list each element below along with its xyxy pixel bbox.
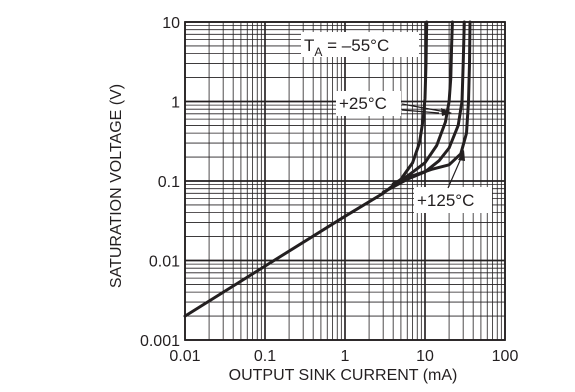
series-line-2 bbox=[391, 20, 454, 186]
series-line-1 bbox=[183, 20, 429, 318]
annotations: TA = –55°C +25°C +125°C bbox=[301, 32, 492, 213]
x-tick-label: 1 bbox=[341, 348, 350, 365]
y-tick-label: 0.01 bbox=[149, 254, 180, 271]
y-tick-label: 0.1 bbox=[158, 174, 180, 191]
y-axis-label: SATURATION VOLTAGE (V) bbox=[108, 84, 125, 288]
leader-arrow bbox=[458, 150, 465, 161]
plot-frame bbox=[184, 21, 506, 341]
grid bbox=[184, 21, 506, 341]
label-bg bbox=[414, 187, 492, 213]
x-tick-label: 10 bbox=[416, 348, 434, 365]
y-tick-label: 10 bbox=[162, 15, 180, 32]
label-bg bbox=[336, 91, 401, 116]
series-line-4 bbox=[405, 20, 472, 180]
label-25c: +25°C bbox=[339, 94, 387, 113]
label-125c: +125°C bbox=[417, 191, 474, 210]
leader-line bbox=[447, 155, 463, 189]
label-bg bbox=[301, 32, 419, 57]
leader-arrow bbox=[441, 108, 452, 116]
x-axis-label: OUTPUT SINK CURRENT (mA) bbox=[229, 367, 458, 384]
leader-line bbox=[401, 109, 440, 114]
y-tick-label: 1 bbox=[171, 95, 180, 112]
series-group bbox=[183, 20, 472, 318]
x-tick-label: 100 bbox=[492, 348, 519, 365]
x-tick-label: 0.1 bbox=[254, 348, 276, 365]
x-tick-label: 0.01 bbox=[169, 348, 200, 365]
leader-line bbox=[401, 103, 447, 113]
y-tick-label: 0.001 bbox=[140, 333, 180, 350]
label-ta-55c: TA = –55°C bbox=[304, 36, 389, 59]
